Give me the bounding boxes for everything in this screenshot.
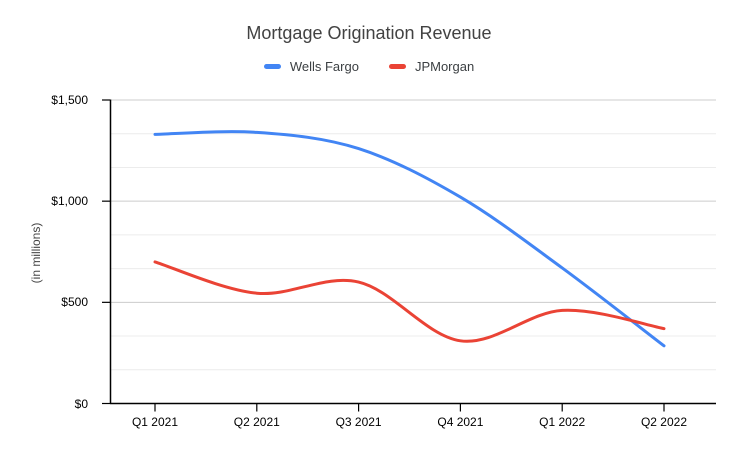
y-axis-tick-label: $500 xyxy=(61,295,88,310)
x-axis-tick-label: Q1 2021 xyxy=(131,415,179,429)
y-axis-tick-label: $0 xyxy=(74,396,88,411)
x-axis-tick-label: Q2 2022 xyxy=(640,415,688,429)
wells-fargo-series-line[interactable] xyxy=(153,130,666,348)
jpmorgan-series-swatch-icon xyxy=(388,63,406,69)
legend-item-jpmorgan[interactable]: JPMorgan xyxy=(388,58,475,74)
y-axis-tick-label: $1,500 xyxy=(51,93,88,107)
chart-title: Mortgage Origination Revenue xyxy=(246,23,492,43)
x-axis-tick-label: Q2 2021 xyxy=(233,415,280,429)
y-axis-tick-label: $1,000 xyxy=(51,194,88,209)
wells-fargo-series-swatch-icon xyxy=(263,63,281,69)
x-axis-tick-label: Q1 2022 xyxy=(539,415,586,429)
y-axis-title: (in millions) xyxy=(29,222,43,284)
x-axis-tick-label: Q3 2021 xyxy=(335,415,382,429)
legend-label-jpmorgan: JPMorgan xyxy=(414,58,475,74)
chart-legend: Wells Fargo JPMorgan xyxy=(0,57,738,75)
legend-label-wells-fargo: Wells Fargo xyxy=(289,58,359,74)
legend-item-wells-fargo[interactable]: Wells Fargo xyxy=(263,58,359,74)
x-axis-tick-label: Q4 2021 xyxy=(437,415,484,429)
jpmorgan-series-line[interactable] xyxy=(153,260,666,343)
